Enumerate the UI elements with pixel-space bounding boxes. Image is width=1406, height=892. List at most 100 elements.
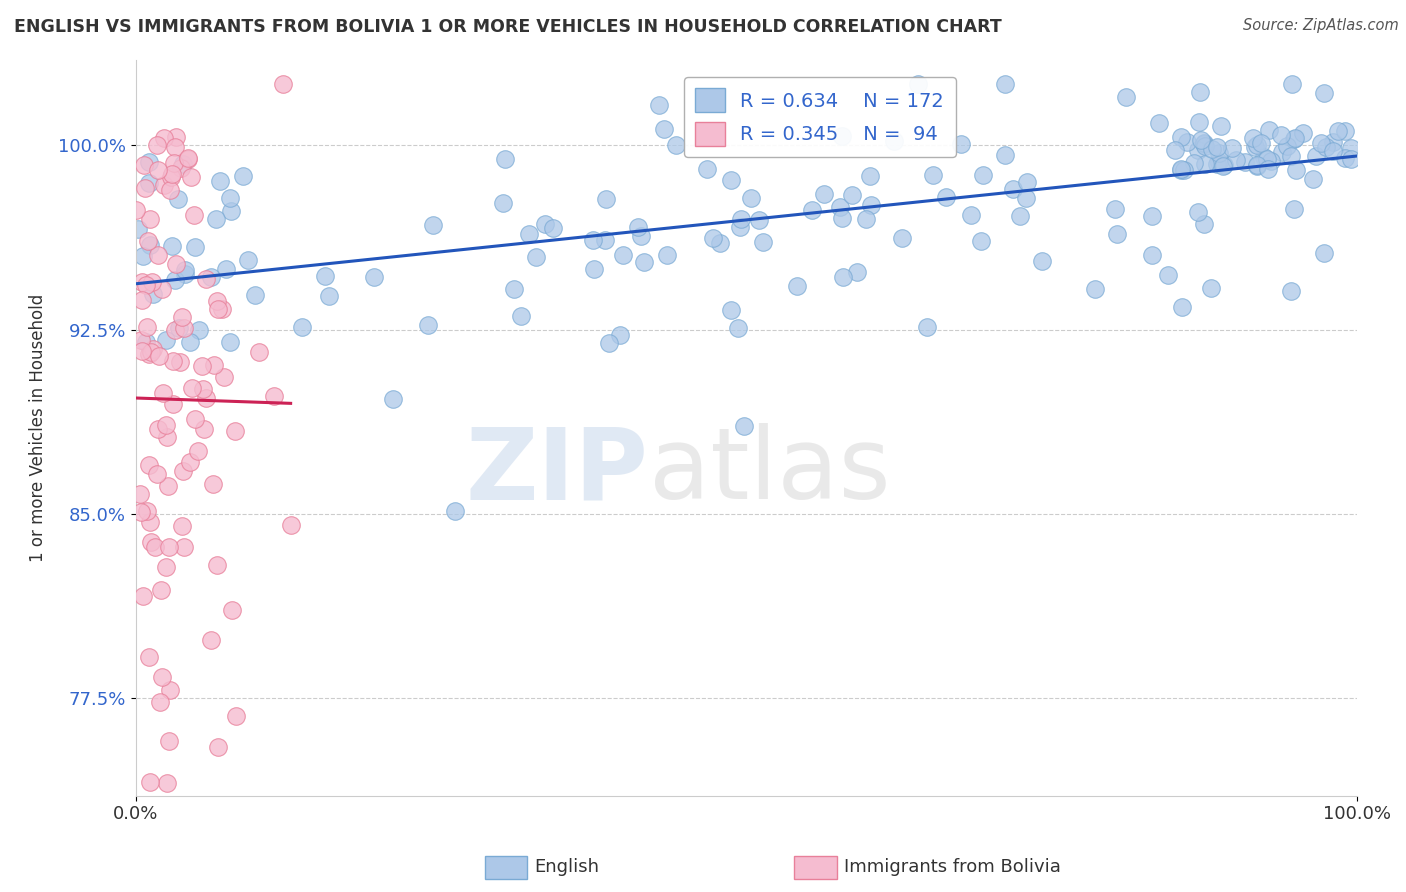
Point [160,239,183,253]
Point [657,248,679,262]
Point [1322,136,1344,150]
Point [139,238,162,252]
Point [733,419,755,434]
Point [263,389,285,403]
Point [139,775,162,789]
Point [157,734,180,748]
Point [280,517,302,532]
Point [1271,145,1294,160]
Point [510,309,533,323]
Point [1201,142,1223,156]
Text: ZIP: ZIP [465,424,648,520]
Point [841,188,863,202]
Point [131,275,153,289]
Point [163,155,186,169]
Point [173,321,195,335]
Point [1310,136,1333,150]
Point [444,504,467,518]
Text: English: English [534,858,599,876]
Point [720,302,742,317]
Point [155,333,177,347]
Point [1104,202,1126,217]
Legend: R = 0.634    N = 172, R = 0.345    N =  94: R = 0.634 N = 172, R = 0.345 N = 94 [683,77,956,157]
Point [492,196,515,211]
Point [271,77,294,91]
Point [950,136,973,151]
Point [145,137,167,152]
Point [541,220,564,235]
Point [1279,149,1302,163]
Point [180,170,202,185]
Point [1170,162,1192,177]
Point [1189,133,1212,147]
Point [138,650,160,665]
Point [418,318,440,332]
Point [155,559,177,574]
Point [828,200,851,214]
Point [152,813,174,827]
Point [786,279,808,293]
Point [172,310,194,324]
Point [184,412,207,426]
Point [595,192,617,206]
Text: Immigrants from Bolivia: Immigrants from Bolivia [844,858,1060,876]
Point [633,255,655,269]
Point [1253,150,1275,164]
Point [1257,162,1279,177]
Point [845,265,868,279]
Point [194,272,217,286]
Point [132,590,155,604]
Point [502,282,524,296]
Point [202,477,225,491]
Point [165,323,187,337]
Point [224,425,246,439]
Point [1187,205,1209,219]
Point [139,345,162,359]
Point [1084,282,1107,296]
Point [148,422,170,436]
Point [1115,89,1137,103]
Point [935,189,957,203]
Point [187,443,209,458]
Point [972,168,994,182]
Point [167,320,190,334]
Point [1225,153,1247,167]
Point [184,240,207,254]
Point [153,131,176,145]
Text: ENGLISH VS IMMIGRANTS FROM BOLIVIA 1 OR MORE VEHICLES IN HOUSEHOLD CORRELATION C: ENGLISH VS IMMIGRANTS FROM BOLIVIA 1 OR … [14,18,1002,36]
Point [1340,141,1362,155]
Point [149,695,172,709]
Point [1313,246,1336,260]
Point [1192,136,1215,151]
Point [363,269,385,284]
Point [891,231,914,245]
Point [1285,163,1308,178]
Point [1192,217,1215,231]
Point [156,776,179,790]
Point [219,204,242,219]
Point [245,288,267,302]
Point [1182,156,1205,170]
Point [740,191,762,205]
Point [630,229,652,244]
Point [727,320,749,334]
Point [212,369,235,384]
Point [174,262,197,277]
Point [1194,136,1216,151]
Point [1031,253,1053,268]
Point [1164,143,1187,157]
Point [146,467,169,481]
Point [139,535,162,549]
Point [141,276,163,290]
Point [1282,202,1305,217]
Point [752,235,775,249]
Point [709,235,731,250]
Point [1170,300,1192,314]
Point [138,155,160,169]
Point [148,349,170,363]
Point [160,170,183,185]
Point [1156,268,1178,283]
Point [152,385,174,400]
Point [165,257,187,271]
Point [1234,154,1257,169]
